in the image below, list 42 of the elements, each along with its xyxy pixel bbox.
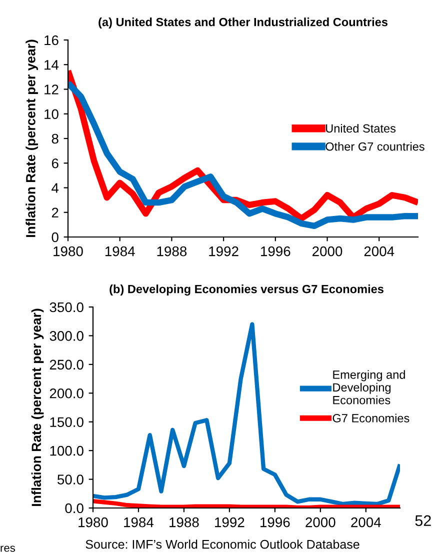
x-tick-label: 1988: [157, 246, 187, 256]
y-tick-label: 250.0: [50, 360, 84, 370]
y-tick-label: 350.0: [50, 302, 84, 312]
y-tick-label: 200.0: [50, 388, 84, 398]
chart-title: (b) Developing Economies versus G7 Economies: [110, 284, 384, 296]
source-note: Source: IMF’s World Economic Outlook Database: [86, 540, 360, 549]
y-tick-label: 0.0: [65, 503, 84, 514]
y-axis-title: Inflation Rate (percent per year): [31, 308, 44, 506]
y-tick-label: 16: [44, 35, 58, 46]
legend-label: Emerging and Developing Economies: [333, 370, 405, 404]
y-tick-label: 100.0: [50, 446, 84, 456]
y-tick-label: 2: [52, 208, 58, 218]
legend-label: United States: [326, 124, 396, 133]
text: 52: [415, 515, 431, 526]
x-tick-label: 2004: [351, 517, 381, 528]
x-tick-label: 2000: [306, 517, 336, 528]
y-tick-label: 150.0: [50, 417, 84, 428]
x-tick-label: 1992: [215, 517, 244, 528]
x-tick-label: 1980: [54, 246, 83, 256]
x-tick-label: 1988: [170, 517, 199, 528]
x-tick-label: 1996: [260, 517, 290, 528]
y-tick-label: 300.0: [50, 331, 84, 341]
x-tick-label: 1980: [78, 517, 108, 528]
y-tick-label: 10: [44, 109, 58, 120]
x-tick-label: 1984: [124, 517, 154, 528]
y-tick-label: 8: [52, 134, 58, 144]
x-tick-label: 2004: [364, 246, 394, 256]
text: res: [0, 546, 16, 552]
x-tick-label: 1996: [261, 246, 290, 256]
legend-label: Other G7 countries: [326, 142, 424, 151]
chart-title: (a) United States and Other Industrialized Countries: [98, 18, 388, 29]
legend-label: G7 Economies: [332, 414, 410, 422]
y-tick-label: 14: [44, 60, 59, 70]
x-tick-label: 1992: [209, 246, 238, 256]
x-tick-label: 2000: [312, 246, 342, 256]
y-tick-label: 12: [44, 84, 58, 94]
y-tick-label: 6: [52, 158, 58, 168]
y-tick-label: 4: [52, 183, 59, 193]
x-tick-label: 1984: [105, 246, 135, 256]
y-tick-label: 50.0: [58, 474, 84, 484]
y-axis-title: Inflation Rate (percent per year): [26, 40, 38, 237]
y-tick-label: 0: [52, 232, 58, 242]
